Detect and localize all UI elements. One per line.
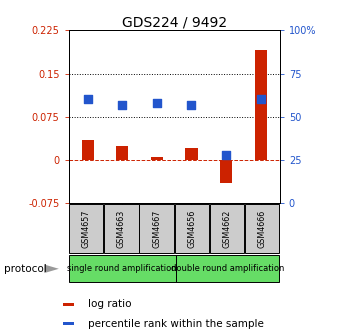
Text: GSM4663: GSM4663	[117, 209, 126, 248]
Bar	[220, 160, 232, 183]
Point	[258, 97, 264, 102]
Bar	[255, 50, 267, 160]
Bar	[63, 303, 74, 306]
Point	[85, 97, 91, 102]
Text: GSM4656: GSM4656	[187, 209, 196, 248]
Text: percentile rank within the sample: percentile rank within the sample	[88, 319, 264, 329]
Bar	[139, 204, 174, 253]
Text: GSM4667: GSM4667	[152, 209, 161, 248]
Bar	[69, 255, 175, 282]
Bar	[63, 322, 74, 325]
Bar	[82, 140, 94, 160]
Bar	[176, 255, 279, 282]
Polygon shape	[44, 264, 59, 273]
Bar	[116, 145, 128, 160]
Bar	[151, 157, 163, 160]
Point	[188, 102, 194, 107]
Bar	[210, 204, 244, 253]
Point	[223, 152, 229, 158]
Bar	[174, 204, 209, 253]
Point	[119, 102, 125, 107]
Bar	[104, 204, 139, 253]
Bar	[69, 204, 104, 253]
Bar	[245, 204, 279, 253]
Title: GDS224 / 9492: GDS224 / 9492	[122, 15, 227, 29]
Text: GSM4666: GSM4666	[258, 209, 267, 248]
Text: GSM4657: GSM4657	[82, 209, 91, 248]
Text: protocol: protocol	[4, 264, 46, 274]
Text: double round amplification: double round amplification	[171, 264, 284, 273]
Text: single round amplification: single round amplification	[68, 264, 177, 273]
Text: GSM4662: GSM4662	[222, 209, 231, 248]
Text: log ratio: log ratio	[88, 299, 131, 309]
Bar	[186, 149, 197, 160]
Point	[154, 100, 160, 106]
